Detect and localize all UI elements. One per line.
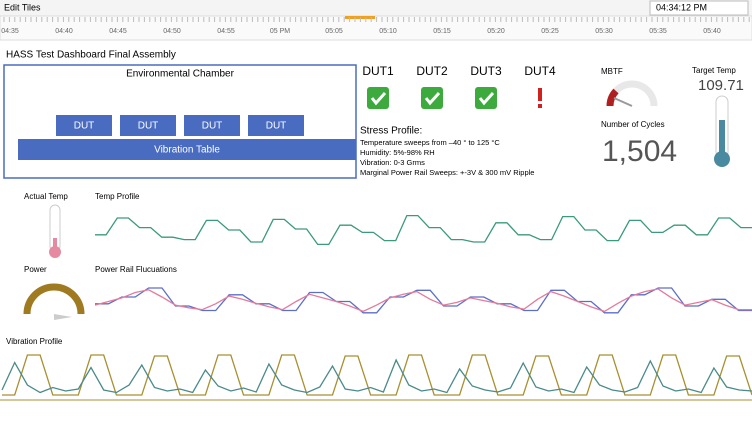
time-label: 05:10 xyxy=(379,28,397,35)
stress-lines: Temperature sweeps from –40 ° to 125 °CH… xyxy=(360,138,534,177)
chart-title: Power Rail Flucuations xyxy=(95,265,177,274)
dut-box-label: DUT xyxy=(138,121,159,132)
dut-status: DUT1 DUT2 DUT3 DUT4 xyxy=(362,64,556,109)
alert-bar xyxy=(538,88,542,101)
vibration-table xyxy=(18,139,356,160)
dut-box xyxy=(120,115,176,136)
time-label: 05 PM xyxy=(270,28,290,35)
time-label: 05:40 xyxy=(703,28,721,35)
dut-label: DUT4 xyxy=(524,64,556,78)
time-label: 04:55 xyxy=(217,28,235,35)
time-label: 05:05 xyxy=(325,28,343,35)
dashboard-title: HASS Test Dashboard Final Assembly xyxy=(6,50,176,61)
alert-dot xyxy=(538,104,542,108)
actual-thermo-bulb xyxy=(49,246,61,258)
dut-box-label: DUT xyxy=(74,121,95,132)
dut-box-label: DUT xyxy=(266,121,287,132)
top-bar xyxy=(0,0,752,16)
time-label: 05:20 xyxy=(487,28,505,35)
timeline xyxy=(0,15,752,41)
time-label: 04:35 xyxy=(1,28,19,35)
stress-line: Humidity: 5%-98% RH xyxy=(360,148,435,157)
check-icon xyxy=(475,87,497,109)
check-mark xyxy=(478,91,495,106)
check-icon xyxy=(421,87,443,109)
time-label: 04:50 xyxy=(163,28,181,35)
actual-thermo-fill xyxy=(53,238,57,252)
check-mark xyxy=(370,91,387,106)
chart-title: Vibration Profile xyxy=(6,337,63,346)
stress-line: Marginal Power Rail Sweeps: +-3V & 300 m… xyxy=(360,168,534,177)
power-gauge xyxy=(23,283,85,315)
timeline-ticks: 04:35 04:40 04:45 04:50 04:55 05 PM 05:05 05:10… xyxy=(1,17,750,35)
cycles-value: 1,504 xyxy=(602,135,677,168)
clock: 04:34:12 PM xyxy=(656,2,707,12)
series-line xyxy=(94,288,752,313)
power-needle xyxy=(54,314,72,320)
stress-line: Vibration: 0-3 Grms xyxy=(360,158,425,167)
cycles-label: Number of Cycles xyxy=(601,120,665,129)
target-temp-value: 109.71 xyxy=(698,77,744,94)
time-label: 05:15 xyxy=(433,28,451,35)
mtbf-needle xyxy=(613,97,633,107)
mtbf-label: MBTF xyxy=(601,67,623,76)
charts: Temp Profile Power Rail Flucuations Vibrat… xyxy=(0,192,752,401)
stress-line: Temperature sweeps from –40 ° to 125 °C xyxy=(360,138,500,147)
target-temp-label: Target Temp xyxy=(692,66,736,75)
dut-boxes: DUT DUT DUT DUT xyxy=(56,115,304,136)
time-label: 04:40 xyxy=(55,28,73,35)
series-line xyxy=(1,358,752,394)
vibration-table-label: Vibration Table xyxy=(154,145,220,156)
series-line xyxy=(2,354,752,396)
time-label: 05:30 xyxy=(595,28,613,35)
chart-title: Temp Profile xyxy=(95,192,140,201)
time-label: 05:35 xyxy=(649,28,667,35)
check-icon xyxy=(367,87,389,109)
power-label: Power xyxy=(24,265,47,274)
dut-label: DUT1 xyxy=(362,64,394,78)
edit-tiles[interactable]: Edit Tiles xyxy=(4,2,41,12)
target-thermo-fill xyxy=(719,120,725,160)
series-line xyxy=(95,214,752,246)
dut-box xyxy=(56,115,112,136)
mtbf-gauge-fill xyxy=(606,88,619,107)
dut-label: DUT2 xyxy=(416,64,448,78)
clock-box xyxy=(649,0,749,16)
time-label: 04:45 xyxy=(109,28,127,35)
stress-title: Stress Profile: xyxy=(360,126,422,137)
dut-label: DUT3 xyxy=(470,64,502,78)
dut-box-label: DUT xyxy=(202,121,223,132)
series-line xyxy=(95,287,752,314)
target-thermo-bulb xyxy=(714,151,730,167)
actual-temp-label: Actual Temp xyxy=(24,192,68,201)
time-label: 05:25 xyxy=(541,28,559,35)
dut-box xyxy=(248,115,304,136)
check-mark xyxy=(424,91,441,106)
dut-box xyxy=(184,115,240,136)
chamber-title: Environmental Chamber xyxy=(126,69,234,80)
